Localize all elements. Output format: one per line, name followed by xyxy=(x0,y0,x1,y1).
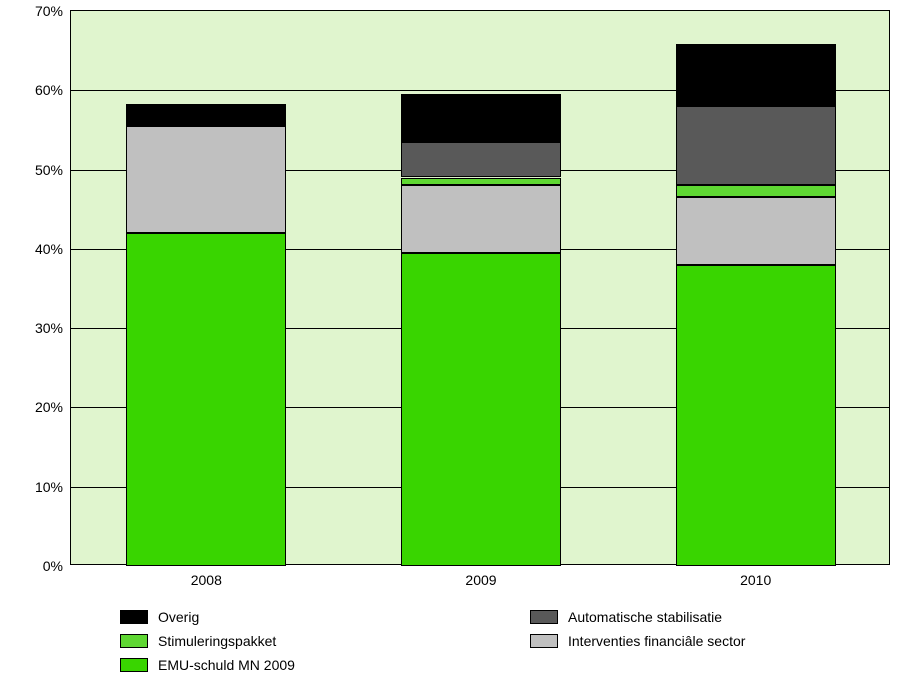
legend-item-emu: EMU-schuld MN 2009 xyxy=(120,653,295,677)
legend-label: Automatische stabilisatie xyxy=(568,609,722,625)
legend-label: Interventies financiâle sector xyxy=(568,633,745,649)
legend-label: EMU-schuld MN 2009 xyxy=(158,657,295,673)
legend-item-overig: Overig xyxy=(120,605,295,629)
legend-swatch xyxy=(120,610,148,624)
legend-label: Overig xyxy=(158,609,199,625)
legend-swatch xyxy=(530,610,558,624)
legend: Overig Stimuleringspakket EMU-schuld MN 20… xyxy=(0,0,900,677)
legend-item-stim: Stimuleringspakket xyxy=(120,629,295,653)
legend-item-interv: Interventies financiâle sector xyxy=(530,629,745,653)
legend-swatch xyxy=(120,658,148,672)
legend-swatch xyxy=(120,634,148,648)
legend-item-auto: Automatische stabilisatie xyxy=(530,605,745,629)
legend-label: Stimuleringspakket xyxy=(158,633,276,649)
stacked-bar-chart: 0%10%20%30%40%50%60%70%200820092010 Over… xyxy=(0,0,900,677)
legend-swatch xyxy=(530,634,558,648)
